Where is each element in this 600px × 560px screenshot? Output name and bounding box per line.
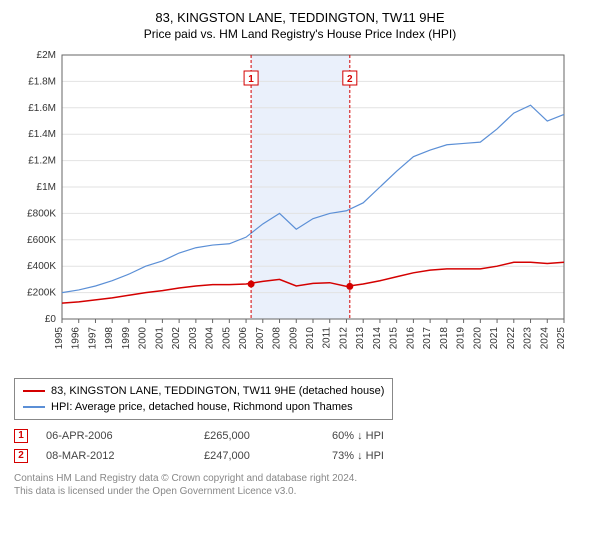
svg-text:2: 2: [347, 74, 353, 85]
sale-date: 08-MAR-2012: [46, 446, 186, 466]
legend-swatch: [23, 406, 45, 408]
svg-text:2020: 2020: [472, 327, 483, 350]
svg-text:2009: 2009: [288, 327, 299, 350]
svg-text:2016: 2016: [405, 327, 416, 350]
sale-price: £247,000: [204, 446, 314, 466]
svg-text:£1.4M: £1.4M: [28, 129, 56, 140]
sale-date: 06-APR-2006: [46, 426, 186, 446]
svg-text:2015: 2015: [389, 327, 400, 350]
sale-marker-box: 2: [14, 449, 28, 463]
svg-text:2014: 2014: [372, 327, 383, 350]
svg-text:£1.2M: £1.2M: [28, 156, 56, 167]
line-chart-svg: £0 £200K £400K £600K £800K £1M £1.2M £1.4M £1.6M…: [14, 49, 574, 359]
svg-text:£1.8M: £1.8M: [28, 76, 56, 87]
svg-text:£1M: £1M: [37, 182, 56, 193]
svg-text:2000: 2000: [138, 327, 149, 350]
sale-marker-box: 1: [14, 429, 28, 443]
svg-text:£1.6M: £1.6M: [28, 103, 56, 114]
credit-line-1: Contains HM Land Registry data © Crown c…: [14, 472, 586, 485]
svg-text:£600K: £600K: [27, 235, 56, 246]
svg-text:£2M: £2M: [37, 50, 56, 61]
svg-text:2001: 2001: [154, 327, 165, 350]
svg-text:1996: 1996: [71, 327, 82, 350]
svg-text:2005: 2005: [221, 327, 232, 350]
svg-text:£0: £0: [45, 314, 57, 325]
svg-text:2013: 2013: [355, 327, 366, 350]
sale-pct: 60% ↓ HPI: [332, 426, 452, 446]
sales-table: 1 06-APR-2006 £265,000 60% ↓ HPI 2 08-MAR-201…: [14, 426, 586, 466]
svg-text:2021: 2021: [489, 327, 500, 350]
legend-swatch: [23, 390, 45, 392]
svg-text:2002: 2002: [171, 327, 182, 350]
chart-area: £0 £200K £400K £600K £800K £1M £1.2M £1.4M £1.6M…: [14, 49, 586, 364]
sale-row: 1 06-APR-2006 £265,000 60% ↓ HPI: [14, 426, 586, 446]
sale-pct: 73% ↓ HPI: [332, 446, 452, 466]
sale-price: £265,000: [204, 426, 314, 446]
svg-text:2024: 2024: [539, 327, 550, 350]
legend-row: 83, KINGSTON LANE, TEDDINGTON, TW11 9HE …: [23, 383, 384, 399]
legend-box: 83, KINGSTON LANE, TEDDINGTON, TW11 9HE …: [14, 378, 393, 420]
svg-text:2018: 2018: [439, 327, 450, 350]
legend-label: HPI: Average price, detached house, Rich…: [51, 399, 353, 415]
svg-text:2006: 2006: [238, 327, 249, 350]
svg-text:£200K: £200K: [27, 288, 56, 299]
svg-text:£800K: £800K: [27, 208, 56, 219]
svg-text:2003: 2003: [188, 327, 199, 350]
svg-text:2008: 2008: [272, 327, 283, 350]
svg-text:2010: 2010: [305, 327, 316, 350]
svg-text:2017: 2017: [422, 327, 433, 350]
credit-line-2: This data is licensed under the Open Gov…: [14, 485, 586, 498]
credit-text: Contains HM Land Registry data © Crown c…: [14, 472, 586, 498]
svg-text:2007: 2007: [255, 327, 266, 350]
svg-text:1998: 1998: [104, 327, 115, 350]
chart-title-line2: Price paid vs. HM Land Registry's House …: [14, 27, 586, 41]
svg-text:2004: 2004: [205, 327, 216, 350]
svg-text:£400K: £400K: [27, 261, 56, 272]
svg-text:2011: 2011: [322, 327, 333, 349]
chart-title-line1: 83, KINGSTON LANE, TEDDINGTON, TW11 9HE: [14, 10, 586, 25]
svg-text:2012: 2012: [338, 327, 349, 350]
svg-text:2025: 2025: [556, 327, 567, 350]
svg-text:1995: 1995: [54, 327, 65, 350]
legend-row: HPI: Average price, detached house, Rich…: [23, 399, 384, 415]
svg-text:1997: 1997: [87, 327, 98, 350]
svg-text:2019: 2019: [456, 327, 467, 350]
svg-text:2023: 2023: [523, 327, 534, 350]
legend-label: 83, KINGSTON LANE, TEDDINGTON, TW11 9HE …: [51, 383, 384, 399]
svg-text:1999: 1999: [121, 327, 132, 350]
svg-text:2022: 2022: [506, 327, 517, 350]
sale-row: 2 08-MAR-2012 £247,000 73% ↓ HPI: [14, 446, 586, 466]
svg-text:1: 1: [248, 74, 254, 85]
